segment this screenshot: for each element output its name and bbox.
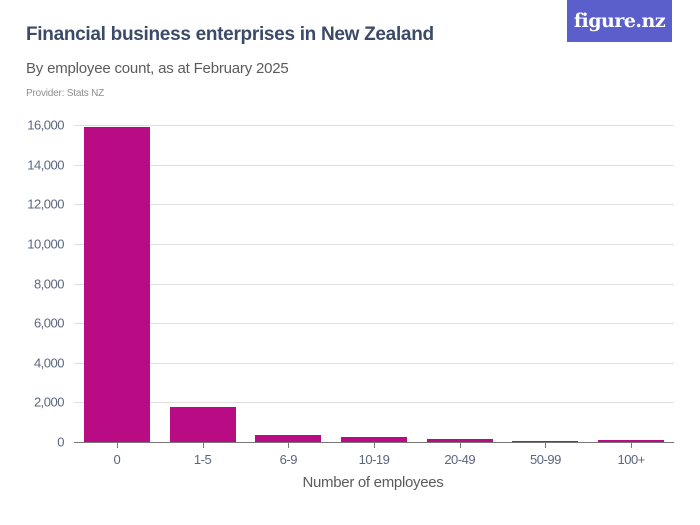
x-tick-mark — [374, 442, 375, 448]
y-tick-label: 4,000 — [33, 355, 65, 371]
x-tick-mark — [459, 442, 461, 448]
gridline — [74, 362, 674, 364]
x-tick-label: 20-49 — [444, 452, 476, 467]
provider-label: Provider: Stats NZ — [26, 88, 105, 99]
bar-50-99[interactable] — [512, 440, 579, 442]
bar-100+[interactable] — [598, 440, 665, 442]
figure-nz-logo[interactable]: figure.nz — [567, 0, 672, 42]
y-tick-label: 0 — [57, 434, 64, 450]
x-tick-label: 50-99 — [530, 452, 561, 467]
x-tick-label: 10-19 — [358, 452, 390, 467]
gridline — [74, 243, 674, 245]
gridline — [74, 402, 674, 404]
chart-subtitle: By employee count, as at February 2025 — [26, 60, 289, 77]
y-tick-label: 16,000 — [27, 117, 64, 133]
y-tick-label: 10,000 — [27, 236, 64, 252]
bar-10-19[interactable] — [341, 437, 407, 442]
bar-0[interactable] — [83, 126, 150, 442]
x-tick-mark — [631, 442, 633, 448]
y-tick-label: 14,000 — [27, 157, 64, 173]
y-tick-label: 8,000 — [33, 276, 65, 291]
y-tick-label: 12,000 — [27, 196, 64, 212]
gridline — [74, 323, 674, 325]
x-tick-mark — [545, 442, 547, 448]
gridline — [74, 283, 674, 285]
x-axis-label: Number of employees — [302, 474, 444, 491]
bar-1-5[interactable] — [169, 406, 236, 442]
x-tick-mark — [116, 442, 118, 448]
x-tick-mark — [202, 442, 204, 448]
gridline — [74, 125, 674, 126]
gridline — [74, 164, 674, 166]
bar-6-9[interactable] — [255, 435, 322, 442]
x-tick-label: 1-5 — [193, 452, 212, 467]
gridline — [74, 204, 674, 206]
chart-title: Financial business enterprises in New Ze… — [26, 24, 434, 45]
x-tick-label: 100+ — [617, 452, 645, 467]
x-tick-mark — [288, 442, 290, 448]
bar-20-49[interactable] — [426, 439, 493, 442]
y-tick-label: 2,000 — [33, 394, 65, 410]
x-tick-label: 6-9 — [279, 452, 298, 467]
x-tick-label: 0 — [113, 452, 121, 467]
y-tick-label: 6,000 — [33, 315, 65, 331]
